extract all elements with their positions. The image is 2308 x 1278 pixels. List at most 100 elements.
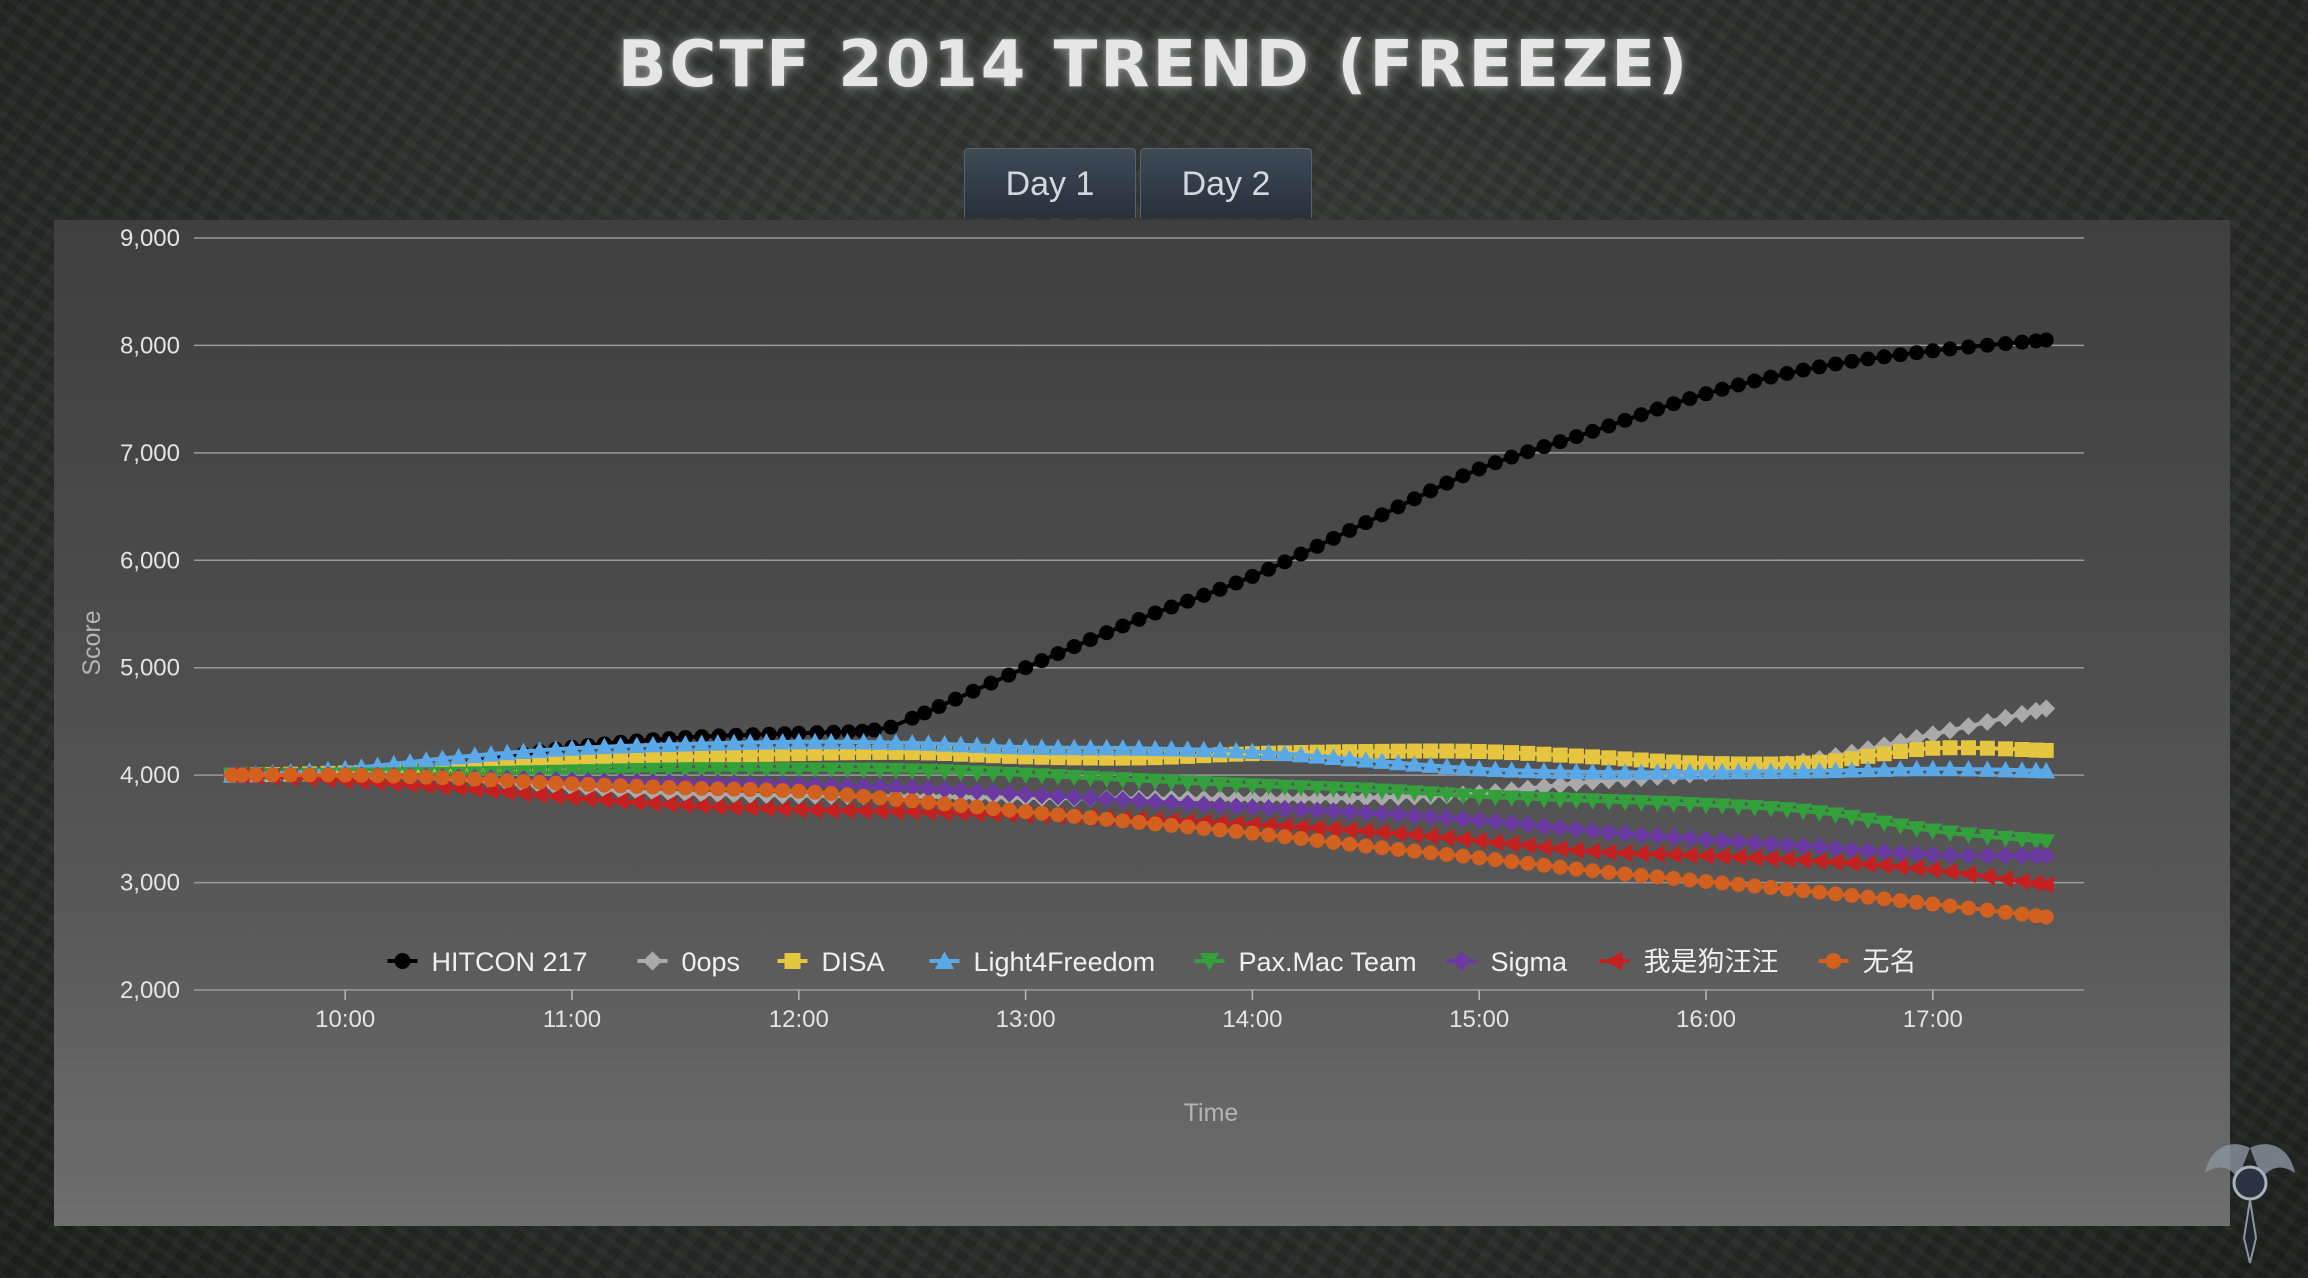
tab-day-2[interactable]: Day 2	[1140, 148, 1312, 218]
series-point	[1940, 846, 1959, 865]
series-point	[1811, 359, 1827, 375]
series-point	[1275, 799, 1294, 818]
series-point	[726, 781, 742, 797]
series-point	[1810, 852, 1827, 871]
series-point	[1616, 824, 1634, 843]
series-point	[1729, 799, 1748, 816]
series-point	[1536, 857, 1552, 873]
series-point	[887, 778, 905, 797]
series-point	[1034, 653, 1050, 669]
series-point	[1567, 792, 1586, 810]
series-point	[773, 762, 792, 779]
series-point	[1761, 834, 1780, 853]
series-point	[1421, 786, 1440, 803]
series-point	[1996, 869, 2014, 888]
series-point	[627, 736, 646, 753]
legend-swatch-marker	[1451, 951, 1472, 971]
series-point	[1471, 744, 1487, 760]
legend-item-4[interactable]: Pax.Mac Team	[1194, 947, 1417, 977]
series-point	[806, 800, 823, 819]
series-point	[968, 765, 986, 783]
series-point	[1907, 844, 1926, 863]
series-point	[1032, 738, 1051, 756]
series-point	[1923, 725, 1942, 744]
series-point	[1504, 745, 1520, 761]
legend-swatch-marker	[934, 951, 955, 969]
series-point	[791, 746, 807, 762]
series-point	[1082, 810, 1098, 826]
legend-swatch-marker	[642, 951, 663, 971]
series-point	[660, 735, 679, 752]
series-point	[1698, 873, 1714, 889]
series-point	[1551, 818, 1570, 837]
series-point	[2037, 699, 2056, 718]
x-tick-label: 16:00	[1676, 1006, 1736, 1033]
legend-item-3[interactable]: Light4Freedom	[929, 947, 1156, 977]
series-point	[741, 733, 760, 750]
series-point	[1729, 848, 1746, 867]
legend-swatch-marker	[1604, 951, 1623, 971]
series-point	[1567, 841, 1584, 860]
series-point	[1844, 751, 1860, 767]
series-point	[1520, 444, 1536, 460]
series-lines	[222, 332, 2056, 925]
tab-day-1[interactable]: Day 1	[964, 148, 1136, 218]
series-point	[1745, 833, 1764, 852]
legend-item-6[interactable]: 我是狗汪汪	[1599, 947, 1779, 977]
series-point	[1130, 739, 1148, 756]
legend-item-5[interactable]: Sigma	[1446, 947, 1569, 977]
series-point	[1146, 792, 1165, 811]
series-point	[661, 779, 677, 795]
legend-item-0[interactable]: HITCON 217	[387, 947, 588, 977]
series-point	[1081, 770, 1100, 788]
series-point	[1747, 878, 1763, 894]
legend-item-7[interactable]: 无名	[1818, 947, 1917, 977]
series-point	[483, 772, 499, 788]
series-point	[1309, 832, 1325, 848]
series-point	[1664, 845, 1682, 864]
series-point	[1502, 761, 1521, 778]
series-point	[1552, 434, 1568, 450]
series-point	[2026, 846, 2045, 865]
series-point	[866, 722, 882, 738]
series-point	[1194, 795, 1213, 814]
series-point	[1356, 803, 1375, 822]
series-point	[611, 737, 630, 754]
y-tick-label: 6,000	[120, 547, 180, 574]
series-point	[1018, 804, 1034, 820]
series-point	[1486, 812, 1505, 831]
series-point	[1907, 859, 1925, 878]
series-point	[1130, 773, 1148, 790]
series-point	[1423, 483, 1439, 499]
series-point	[1583, 842, 1601, 861]
series-point	[320, 767, 336, 783]
series-point	[1648, 827, 1667, 846]
series-point	[1714, 381, 1730, 397]
series-point	[1959, 760, 1978, 777]
series-point	[1714, 875, 1730, 891]
series-point	[1599, 823, 1618, 842]
series-point	[596, 777, 612, 793]
series-point	[1292, 780, 1310, 797]
series-point	[499, 773, 515, 789]
series-point	[1471, 850, 1487, 866]
series-point	[1244, 825, 1260, 841]
series-point	[1585, 749, 1601, 765]
series-point	[1713, 831, 1732, 850]
trend-chart: 2,000 3,000 4,000 5,000 6,000 7,000 8,000 9,000…	[78, 225, 2084, 1127]
series-point	[1196, 820, 1212, 836]
series-point	[904, 710, 920, 726]
series-point	[1713, 847, 1730, 866]
series-point	[1892, 347, 1908, 363]
series-point	[1959, 846, 1978, 865]
series-point	[1406, 843, 1422, 859]
legend-item-2[interactable]: DISA	[777, 947, 885, 977]
series-point	[887, 802, 904, 821]
series-point	[1664, 763, 1683, 780]
series-point	[1373, 783, 1391, 801]
series-point	[1163, 817, 1179, 833]
legend-item-1[interactable]: 0ops	[637, 947, 741, 977]
series-point	[1180, 819, 1196, 835]
series-point	[1842, 854, 1860, 873]
series-point	[644, 735, 662, 753]
